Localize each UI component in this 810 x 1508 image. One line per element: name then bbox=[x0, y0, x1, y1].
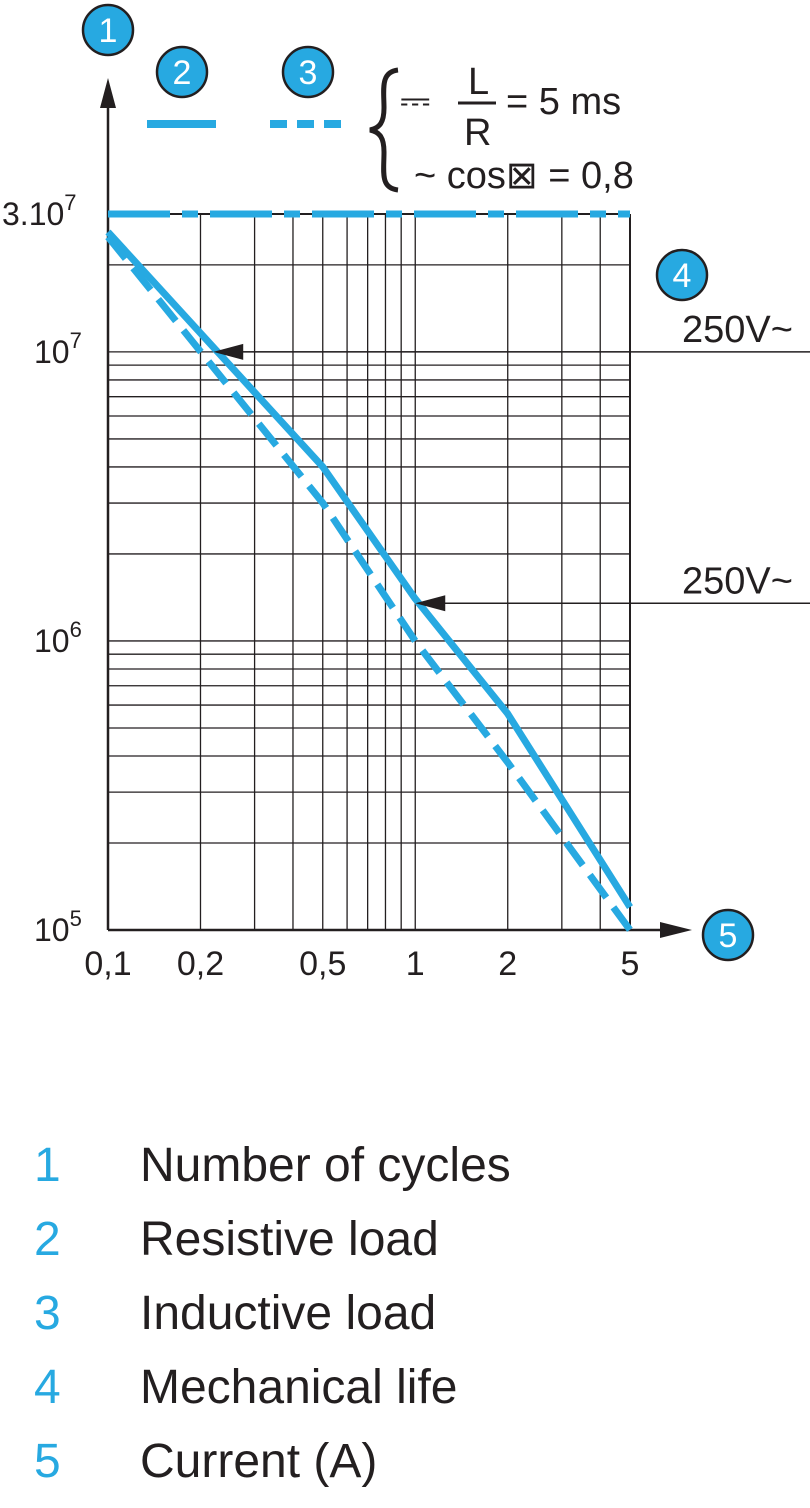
badge-number: 2 bbox=[173, 54, 192, 92]
legend-number: 5 bbox=[34, 1435, 61, 1488]
badge-mechanical: 4 bbox=[655, 248, 709, 302]
legend: 1 Number of cycles 2 Resistive load 3 In… bbox=[30, 1138, 790, 1508]
badge-number: 4 bbox=[673, 257, 692, 295]
axes bbox=[100, 78, 692, 938]
annotation-arrow-icon bbox=[415, 595, 446, 612]
annotations: 250V~ 250V~ bbox=[213, 309, 810, 612]
y-tick-exponent: 7 bbox=[70, 328, 82, 353]
y-tick-exponent: 7 bbox=[64, 190, 76, 215]
legend-item: 2 Resistive load bbox=[30, 1212, 790, 1286]
x-tick-label: 0,5 bbox=[299, 945, 346, 983]
y-tick-label: 3.107 bbox=[2, 190, 77, 232]
badge-circle bbox=[281, 45, 335, 99]
badge-number: 5 bbox=[719, 917, 738, 955]
x-tick-label: 0,2 bbox=[177, 945, 224, 983]
series-line-3 bbox=[105, 234, 633, 933]
y-tick-exponent: 6 bbox=[70, 617, 82, 642]
legend-label: Resistive load bbox=[140, 1213, 439, 1266]
legend-item: 3 Inductive load bbox=[30, 1286, 790, 1360]
series-lines bbox=[105, 210, 633, 933]
y-tick-label: 105 bbox=[34, 906, 82, 948]
ratio-numerator: L bbox=[468, 61, 489, 103]
y-tick-base: 10 bbox=[34, 623, 70, 659]
x-tick-label: 0,1 bbox=[84, 945, 131, 983]
badge-circle bbox=[155, 45, 209, 99]
series-key: ⎓ L R = 5 ms ~ cos⊠ = 0,8 bbox=[147, 61, 634, 197]
grid bbox=[108, 213, 631, 930]
y-tick-base: 3.10 bbox=[2, 196, 64, 232]
x-axis-arrow-icon bbox=[660, 922, 692, 938]
legend-item: 1 Number of cycles bbox=[30, 1138, 790, 1212]
y-tick-label: 107 bbox=[34, 328, 82, 370]
annotation-arrow-icon bbox=[213, 343, 244, 360]
series-line-2 bbox=[105, 229, 633, 909]
y-tick-base: 10 bbox=[34, 912, 70, 948]
badge-circle bbox=[701, 908, 755, 962]
legend-label: Current (A) bbox=[140, 1435, 378, 1488]
y-axis-arrow-icon bbox=[100, 78, 116, 108]
legend-number: 3 bbox=[34, 1287, 61, 1340]
badge-circle bbox=[81, 3, 135, 57]
annotation-label: 250V~ bbox=[682, 309, 793, 351]
x-tick-label: 2 bbox=[498, 945, 517, 983]
dc-symbol: ⎓ bbox=[400, 80, 430, 122]
badge-y-axis: 1 bbox=[81, 3, 135, 57]
badge-circle bbox=[655, 248, 709, 302]
ratio-denominator: R bbox=[464, 112, 491, 154]
y-tick-base: 10 bbox=[34, 334, 70, 370]
annotation-label: 250V~ bbox=[682, 560, 793, 602]
brace-icon bbox=[369, 67, 399, 193]
legend-label: Mechanical life bbox=[140, 1361, 458, 1414]
x-tick-label: 5 bbox=[621, 945, 640, 983]
dc-value: = 5 ms bbox=[506, 81, 621, 123]
legend-number: 4 bbox=[34, 1361, 61, 1414]
badge-number: 1 bbox=[99, 12, 118, 50]
legend-label: Inductive load bbox=[140, 1287, 437, 1340]
legend-number: 2 bbox=[34, 1213, 61, 1266]
x-tick-label: 1 bbox=[406, 945, 425, 983]
badge-inductive: 3 bbox=[281, 45, 335, 99]
badge-x-axis: 5 bbox=[701, 908, 755, 962]
legend-number: 1 bbox=[34, 1139, 61, 1192]
ac-condition: ~ cos⊠ = 0,8 bbox=[414, 155, 634, 197]
legend-label: Number of cycles bbox=[140, 1139, 511, 1192]
y-tick-label: 106 bbox=[34, 617, 82, 659]
legend-item: 5 Current (A) bbox=[30, 1434, 790, 1508]
legend-item: 4 Mechanical life bbox=[30, 1360, 790, 1434]
badges: 1 2 3 4 5 bbox=[81, 3, 755, 962]
badge-number: 3 bbox=[299, 54, 318, 92]
y-tick-exponent: 5 bbox=[70, 906, 82, 931]
badge-resistive: 2 bbox=[155, 45, 209, 99]
